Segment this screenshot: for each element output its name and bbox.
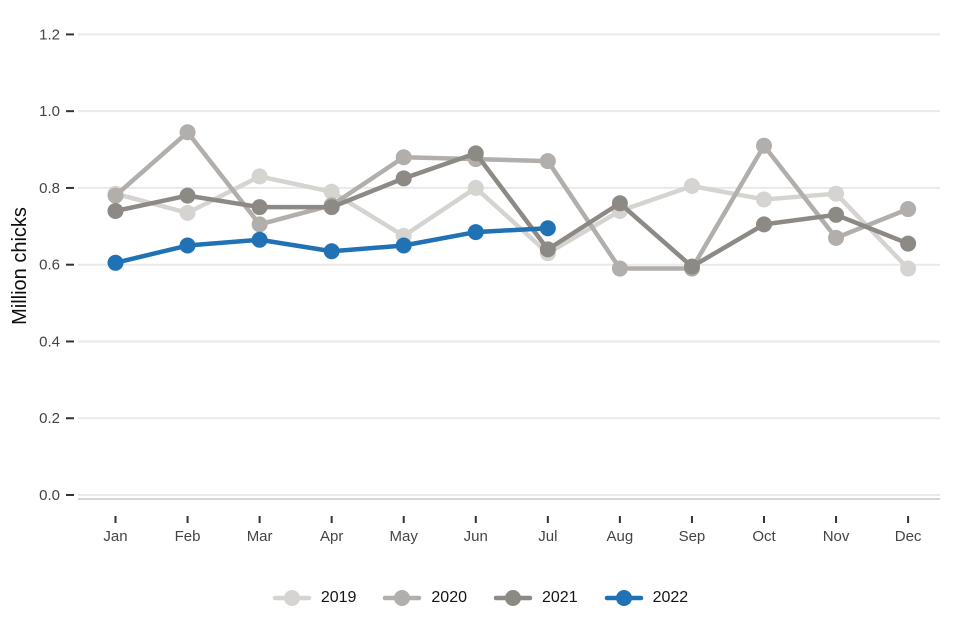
- legend-item-2020: 2020: [382, 588, 467, 608]
- legend-item-2021: 2021: [493, 588, 578, 608]
- data-point-2022-Jul: [539, 220, 556, 237]
- data-point-2021-Aug: [611, 195, 628, 212]
- data-point-2019-Sep: [683, 178, 700, 195]
- legend-item-2022: 2022: [604, 588, 689, 608]
- data-point-2021-Jun: [467, 145, 484, 162]
- x-tick-label-Nov: Nov: [823, 528, 850, 545]
- data-point-2019-Apr: [323, 183, 340, 200]
- data-point-2019-Oct: [755, 191, 772, 208]
- x-tick-label-May: May: [390, 528, 419, 545]
- series-line-2020: [113, 130, 911, 271]
- y-axis-title: Million chicks: [9, 207, 31, 325]
- y-tick-label-0.2: 0.2: [39, 410, 60, 427]
- legend-marker-2021-icon: [493, 590, 533, 606]
- x-tick-label-Jul: Jul: [538, 528, 557, 545]
- x-tick-label-Mar: Mar: [247, 528, 273, 545]
- data-point-2021-Dec: [900, 235, 917, 252]
- y-tick-label-0.6: 0.6: [39, 257, 60, 274]
- data-point-2020-May: [395, 149, 412, 166]
- data-point-2021-Jan: [107, 202, 124, 219]
- y-tick-label-0.4: 0.4: [39, 333, 60, 350]
- data-point-2022-Apr: [323, 243, 340, 260]
- legend-marker-2022-icon: [604, 590, 643, 606]
- series-line-2019: [113, 174, 911, 271]
- data-point-2019-Dec: [900, 260, 917, 277]
- x-tick-label-Feb: Feb: [175, 528, 201, 545]
- data-point-2022-Jan: [107, 254, 124, 271]
- x-tick-label-Jan: Jan: [103, 528, 127, 545]
- data-point-2020-Jul: [539, 153, 556, 170]
- legend-label-2022: 2022: [652, 589, 689, 606]
- y-tick-label-0.0: 0.0: [39, 487, 60, 504]
- data-point-2022-Mar: [251, 231, 268, 248]
- data-point-2019-Feb: [179, 204, 196, 221]
- data-point-2021-Jul: [539, 241, 556, 258]
- x-tick-label-Oct: Oct: [752, 528, 776, 545]
- y-tick-label-0.8: 0.8: [39, 180, 60, 197]
- data-point-2021-Apr: [323, 199, 340, 216]
- data-point-2022-Jun: [467, 224, 484, 241]
- x-tick-label-Apr: Apr: [320, 528, 343, 545]
- series-line-2021: [113, 151, 911, 269]
- data-point-2020-Jan: [107, 187, 124, 204]
- data-point-2020-Nov: [828, 229, 845, 246]
- data-point-2021-Feb: [179, 187, 196, 204]
- data-point-2021-Nov: [828, 206, 845, 223]
- data-point-2019-Nov: [828, 185, 845, 202]
- legend-marker-2019-icon: [272, 590, 312, 606]
- data-point-2020-Mar: [251, 216, 268, 233]
- x-tick-label-Dec: Dec: [895, 528, 922, 545]
- y-tick-label-1.0: 1.0: [39, 103, 60, 120]
- data-point-2021-Sep: [683, 258, 700, 275]
- data-point-2020-Aug: [611, 260, 628, 277]
- legend-marker-2020-icon: [383, 590, 422, 606]
- data-point-2019-Mar: [251, 168, 268, 185]
- x-tick-label-Sep: Sep: [679, 528, 706, 545]
- legend-item-2019: 2019: [272, 588, 357, 608]
- data-point-2021-May: [395, 170, 412, 187]
- line-chart-plot: Million chicks 0.0 0.2 0.4 0.6 0.8 1.0 1.2 Jan F…: [9, 26, 940, 545]
- data-point-2022-May: [395, 237, 412, 254]
- data-point-2020-Dec: [900, 201, 917, 218]
- legend-label-2021: 2021: [542, 589, 578, 606]
- data-point-2021-Oct: [755, 216, 772, 233]
- data-point-2020-Oct: [755, 137, 772, 154]
- data-point-2020-Feb: [179, 124, 196, 141]
- x-tick-label-Aug: Aug: [607, 528, 634, 545]
- data-point-2021-Mar: [251, 199, 268, 216]
- y-tick-label-1.2: 1.2: [39, 26, 60, 43]
- x-tick-label-Jun: Jun: [464, 528, 488, 545]
- legend-label-2020: 2020: [431, 589, 467, 606]
- data-point-2019-Jun: [467, 179, 484, 196]
- legend: 2019 2020 2021 2022: [0, 588, 960, 608]
- legend-label-2019: 2019: [320, 589, 357, 606]
- data-point-2022-Feb: [179, 237, 196, 254]
